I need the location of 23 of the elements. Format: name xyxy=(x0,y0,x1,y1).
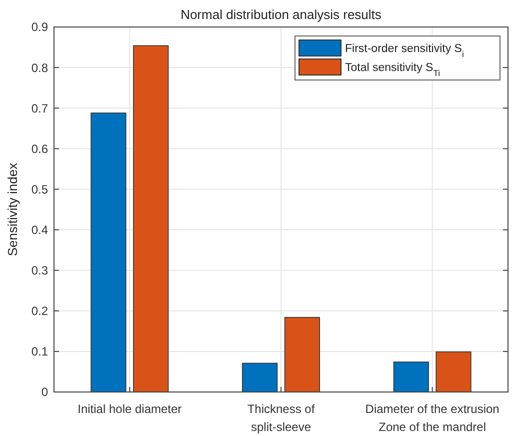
y-tick-label: 0.5 xyxy=(31,182,48,196)
y-tick-label: 0.4 xyxy=(31,222,48,237)
y-tick-label: 0.6 xyxy=(31,142,48,156)
y-tick-label: 0.1 xyxy=(31,344,48,359)
x-tick-label: Diameter of the extrusion Zone of the mandrel xyxy=(365,402,500,434)
legend-label: Total sensitivity S$_{Ti}$ xyxy=(345,62,440,78)
y-tick-label: 0.3 xyxy=(31,264,48,278)
bar xyxy=(284,316,320,392)
x-tick-label: Thickness of split-sleeve xyxy=(247,402,316,434)
bar xyxy=(436,351,472,392)
y-axis-title: Sensitivity index xyxy=(5,162,20,256)
bar xyxy=(133,45,169,392)
y-tick-label: 0.7 xyxy=(31,101,48,116)
chart-title: Normal distribution analysis results xyxy=(180,7,382,22)
y-tick-label: 0.2 xyxy=(31,304,48,318)
bar xyxy=(242,362,278,392)
y-tick-label: 0 xyxy=(41,385,48,400)
y-tick-label: 0.8 xyxy=(31,60,48,75)
bar xyxy=(393,362,429,392)
bar xyxy=(90,112,126,392)
legend-label: First-order sensitivity S$_{i}$ xyxy=(345,43,464,59)
y-tick-label: 0.9 xyxy=(31,20,48,34)
x-tick-label: Initial hole diameter xyxy=(78,402,182,416)
